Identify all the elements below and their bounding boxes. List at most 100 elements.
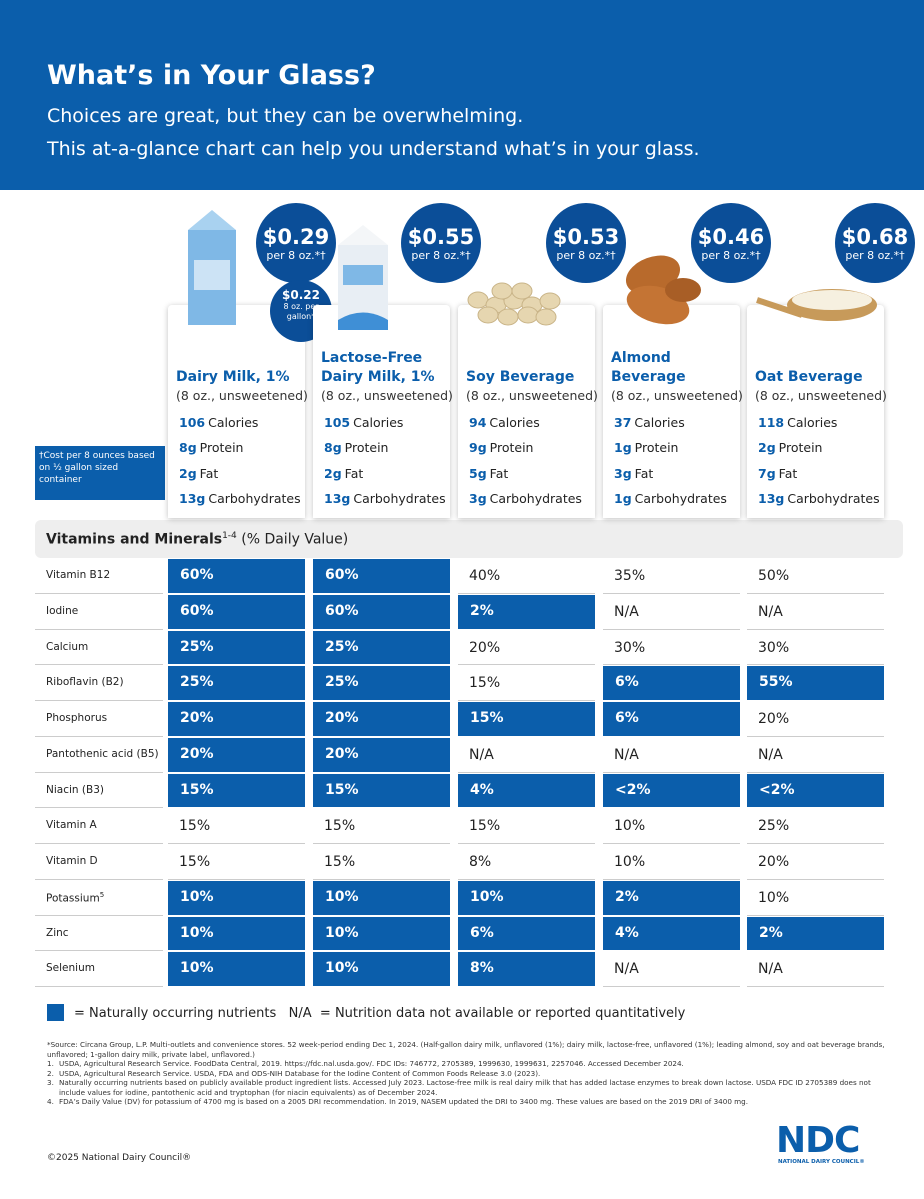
- price-circle: $0.29 per 8 oz.*†: [256, 203, 336, 283]
- price-circle: $0.68 per 8 oz.*†: [835, 203, 915, 283]
- row-divider: [35, 700, 163, 701]
- nutrient: 13g Carbohydrates: [179, 491, 301, 506]
- row-label: Phosphorus: [46, 712, 107, 724]
- cell-divider: [313, 843, 450, 844]
- product-card: [747, 305, 884, 518]
- cell-divider: [747, 914, 884, 916]
- product-name-box: Soy Beverage: [466, 345, 591, 387]
- cell-value: 10%: [180, 960, 214, 977]
- cell-value: 20%: [469, 639, 501, 656]
- natural-cell: [168, 666, 305, 700]
- nutrient-label: Calories: [634, 415, 685, 430]
- cell-value: 25%: [180, 674, 214, 691]
- cell-divider: [168, 878, 305, 880]
- natural-cell: [603, 916, 740, 951]
- natural-cell: [168, 702, 305, 736]
- cell-value: N/A: [614, 961, 639, 978]
- cell-value: 4%: [470, 781, 494, 798]
- nutrient: 2g Fat: [324, 466, 363, 481]
- row-divider: [35, 807, 163, 809]
- natural-cell: [747, 666, 884, 700]
- nutrient: 7g Fat: [758, 466, 797, 481]
- cell-value: N/A: [614, 746, 639, 763]
- row-divider: [35, 878, 163, 880]
- nutrient: 105 Calories: [324, 415, 403, 430]
- cell-value: 15%: [180, 781, 214, 798]
- row-label: Niacin (B3): [46, 784, 104, 796]
- price-unit: per 8 oz.*†: [845, 249, 905, 262]
- cell-value: 6%: [470, 924, 494, 941]
- cell-value: 10%: [180, 888, 214, 905]
- natural-cell: [747, 773, 884, 808]
- cell-value: 15%: [179, 818, 211, 835]
- nutrient-amount: 2g: [758, 440, 776, 456]
- natural-cell: [603, 702, 740, 736]
- cell-value: 35%: [614, 568, 646, 584]
- vitamins-heading: Vitamins and Minerals1-4 (% Daily Value): [46, 531, 348, 548]
- copyright: ©2025 National Dairy Council®: [47, 1153, 192, 1163]
- nutrient-label: Protein: [634, 440, 679, 456]
- natural-cell: [313, 666, 450, 700]
- footnote: 2. USDA, Agricultural Research Service. U…: [47, 1069, 887, 1079]
- price-unit: per 8 oz.*†: [411, 249, 471, 262]
- cell-divider: [458, 592, 595, 594]
- row-name: Zinc: [46, 926, 69, 939]
- row-divider: [35, 771, 163, 773]
- cell-value: 8%: [469, 854, 492, 870]
- footnote-text: FDA’s Daily Value (DV) for potassium of …: [59, 1097, 749, 1106]
- cell-value: 2%: [470, 602, 494, 619]
- price-circle: $0.53 per 8 oz.*†: [546, 203, 626, 283]
- cell-value: 10%: [614, 818, 646, 835]
- cell-value: 10%: [325, 960, 359, 977]
- cost-note: †Cost per 8 ounces based on ½ gallon siz…: [35, 446, 165, 500]
- cell-value: 60%: [180, 567, 214, 583]
- nutrient-amount: 13g: [324, 490, 351, 506]
- natural-cell: [168, 737, 305, 772]
- row-name: Potassium: [46, 892, 100, 905]
- product-card: [168, 305, 305, 518]
- cell-value: 20%: [325, 710, 359, 726]
- cell-divider: [603, 986, 740, 987]
- price-unit: per 8 oz.*†: [266, 249, 326, 262]
- product-image: [188, 210, 236, 325]
- product-name-box: Oat Beverage: [755, 345, 880, 387]
- cell-value: 50%: [758, 568, 790, 584]
- nutrient: 106 Calories: [179, 415, 258, 430]
- product-name: Oat Beverage: [755, 369, 863, 385]
- natural-cell: [747, 916, 884, 951]
- natural-cell: [458, 952, 595, 986]
- cell-value: <2%: [615, 781, 651, 798]
- heading: Vitamins and Minerals: [46, 531, 223, 548]
- product-name: Lactose-Free Dairy Milk, 1%: [321, 350, 435, 385]
- footnote: 3. Naturally occurring nutrients based on…: [47, 1078, 887, 1097]
- price: $0.46: [697, 225, 765, 249]
- nutrient-label: Protein: [199, 440, 244, 456]
- footnote-text: USDA, Agricultural Research Service. Foo…: [59, 1059, 684, 1068]
- logo-mark: NDC: [776, 1120, 860, 1161]
- nutrient: 94 Calories: [469, 415, 540, 430]
- nutrient-amount: 105: [324, 415, 351, 430]
- cell-value: 60%: [325, 602, 359, 619]
- cell-value: 2%: [759, 924, 783, 941]
- cell-value: 25%: [180, 638, 214, 655]
- natural-cell: [603, 666, 740, 700]
- cell-value: 15%: [469, 818, 501, 835]
- cell-value: 20%: [180, 710, 214, 726]
- cell-value: 10%: [325, 888, 359, 905]
- natural-cell: [313, 773, 450, 808]
- cell-divider: [458, 771, 595, 773]
- cell-value: 20%: [180, 745, 214, 762]
- nutrient-amount: 106: [179, 415, 206, 430]
- cell-divider: [458, 700, 595, 701]
- cell-value: 15%: [324, 854, 356, 870]
- nutrient-label: Calories: [489, 415, 540, 430]
- cell-value: 30%: [758, 639, 790, 656]
- cell-value: 4%: [615, 924, 639, 941]
- cell-divider: [747, 878, 884, 880]
- cell-value: 20%: [758, 854, 790, 870]
- nutrient: 1g Protein: [614, 440, 678, 455]
- row-label: Vitamin D: [46, 855, 98, 867]
- nutrient: 9g Protein: [469, 440, 533, 455]
- badge-price: $0.22: [282, 288, 320, 302]
